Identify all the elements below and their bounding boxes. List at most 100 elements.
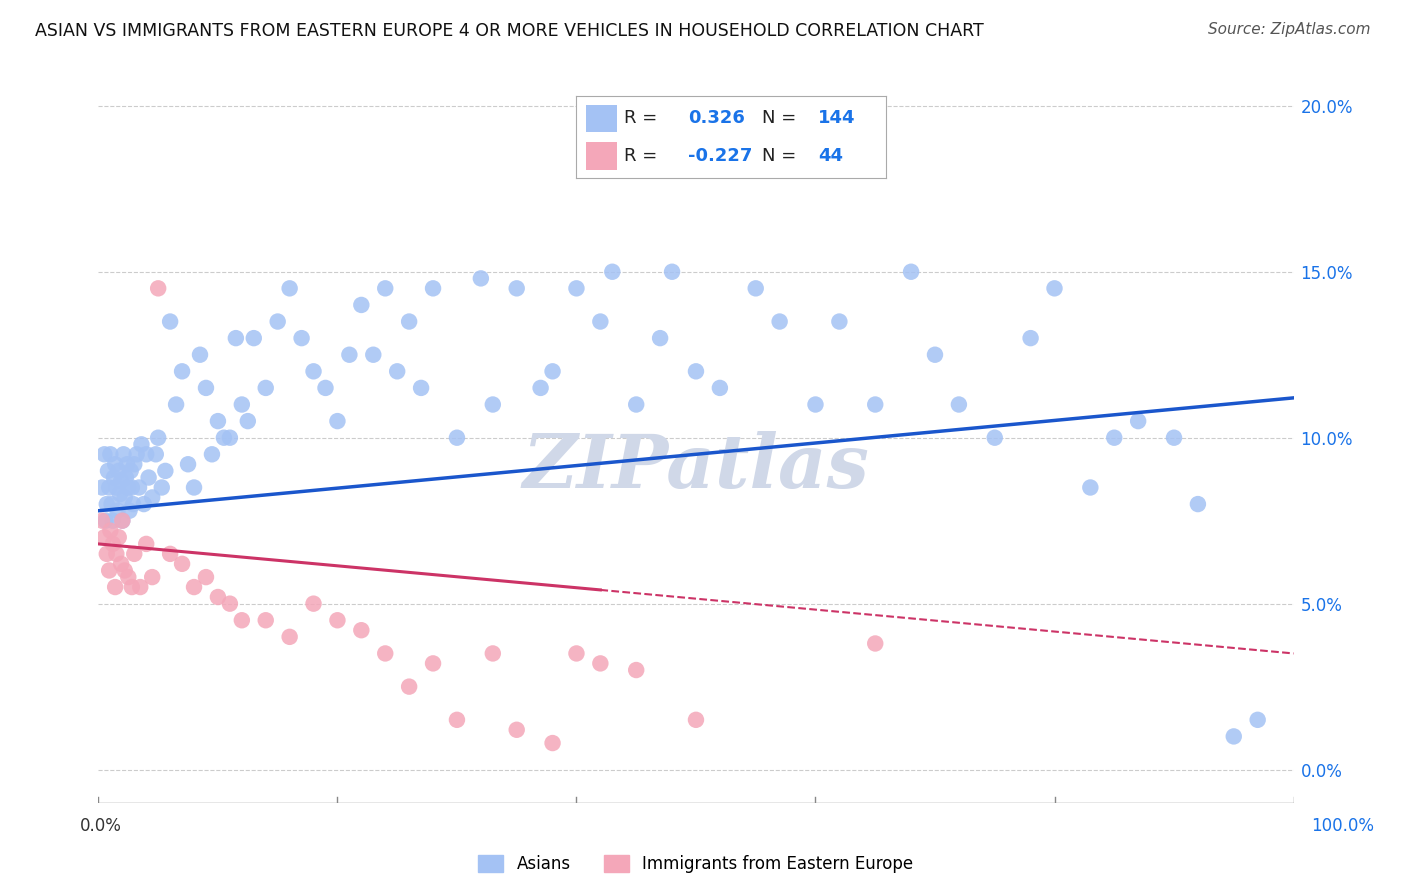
Point bbox=[101, 514, 124, 528]
Point bbox=[482, 397, 505, 411]
Point bbox=[804, 397, 827, 411]
Point bbox=[541, 364, 564, 378]
Point bbox=[326, 414, 349, 428]
Point bbox=[482, 647, 505, 661]
Point bbox=[128, 481, 150, 495]
Point bbox=[107, 464, 129, 478]
Point bbox=[865, 636, 887, 650]
Point bbox=[110, 557, 132, 571]
Point bbox=[138, 470, 160, 484]
Point bbox=[124, 457, 146, 471]
Point bbox=[107, 504, 129, 518]
Point bbox=[120, 464, 142, 478]
Point bbox=[470, 271, 492, 285]
Point bbox=[131, 437, 153, 451]
Point bbox=[96, 497, 118, 511]
Point bbox=[117, 481, 139, 495]
Text: R =: R = bbox=[624, 110, 658, 128]
Point bbox=[374, 281, 396, 295]
Point bbox=[1187, 497, 1209, 511]
Text: 144: 144 bbox=[818, 110, 855, 128]
Point bbox=[315, 381, 337, 395]
Point bbox=[183, 580, 205, 594]
Point bbox=[104, 580, 127, 594]
Point bbox=[231, 613, 253, 627]
Text: -0.227: -0.227 bbox=[688, 147, 752, 165]
Point bbox=[900, 265, 922, 279]
Point bbox=[98, 447, 122, 461]
Point bbox=[148, 431, 170, 445]
Point bbox=[385, 364, 409, 378]
Point bbox=[93, 447, 115, 461]
Point bbox=[1043, 281, 1066, 295]
Point bbox=[709, 381, 731, 395]
Point bbox=[91, 481, 114, 495]
Point bbox=[100, 497, 122, 511]
Point bbox=[135, 537, 157, 551]
Point bbox=[207, 590, 229, 604]
Point bbox=[267, 314, 290, 328]
Point bbox=[117, 570, 139, 584]
Point bbox=[101, 537, 124, 551]
Point bbox=[98, 564, 121, 578]
Point bbox=[1128, 414, 1150, 428]
Text: ASIAN VS IMMIGRANTS FROM EASTERN EUROPE 4 OR MORE VEHICLES IN HOUSEHOLD CORRELAT: ASIAN VS IMMIGRANTS FROM EASTERN EUROPE … bbox=[35, 22, 984, 40]
Point bbox=[177, 457, 200, 471]
Point bbox=[291, 331, 314, 345]
Point bbox=[589, 314, 612, 328]
Point bbox=[626, 397, 648, 411]
Point bbox=[135, 447, 157, 461]
Point bbox=[104, 457, 127, 471]
Point bbox=[155, 464, 177, 478]
Point bbox=[225, 331, 247, 345]
Point bbox=[165, 397, 187, 411]
Point bbox=[278, 281, 301, 295]
Point bbox=[112, 447, 135, 461]
Legend: Asians, Immigrants from Eastern Europe: Asians, Immigrants from Eastern Europe bbox=[471, 848, 921, 880]
Point bbox=[94, 514, 117, 528]
Point bbox=[565, 647, 588, 661]
Point bbox=[1019, 331, 1042, 345]
Point bbox=[96, 547, 118, 561]
Point bbox=[115, 457, 138, 471]
Point bbox=[589, 657, 612, 671]
Point bbox=[98, 524, 122, 538]
Point bbox=[97, 464, 120, 478]
Point bbox=[159, 314, 181, 328]
Point bbox=[219, 431, 242, 445]
Point bbox=[236, 414, 259, 428]
Point bbox=[661, 265, 683, 279]
Point bbox=[984, 431, 1007, 445]
Point bbox=[114, 491, 136, 505]
Point bbox=[172, 364, 194, 378]
Point bbox=[422, 281, 444, 295]
Text: 0.326: 0.326 bbox=[688, 110, 745, 128]
Bar bbox=[586, 104, 617, 132]
Point bbox=[422, 657, 444, 671]
Point bbox=[103, 470, 125, 484]
Point bbox=[231, 397, 253, 411]
Point bbox=[150, 481, 173, 495]
Point bbox=[350, 624, 373, 638]
Point bbox=[339, 348, 361, 362]
Point bbox=[118, 504, 141, 518]
Point bbox=[188, 348, 211, 362]
Point bbox=[769, 314, 792, 328]
Point bbox=[374, 647, 396, 661]
Point bbox=[254, 613, 277, 627]
Point bbox=[121, 580, 143, 594]
Point bbox=[110, 474, 132, 488]
Point bbox=[111, 514, 134, 528]
Point bbox=[243, 331, 266, 345]
Text: 100.0%: 100.0% bbox=[1312, 817, 1374, 835]
Point bbox=[363, 348, 385, 362]
Point bbox=[105, 547, 128, 561]
Point bbox=[132, 497, 155, 511]
Point bbox=[114, 564, 136, 578]
Point bbox=[745, 281, 768, 295]
Point bbox=[195, 570, 218, 584]
Point bbox=[122, 497, 145, 511]
Point bbox=[125, 447, 148, 461]
Point bbox=[159, 547, 181, 561]
Point bbox=[302, 597, 325, 611]
